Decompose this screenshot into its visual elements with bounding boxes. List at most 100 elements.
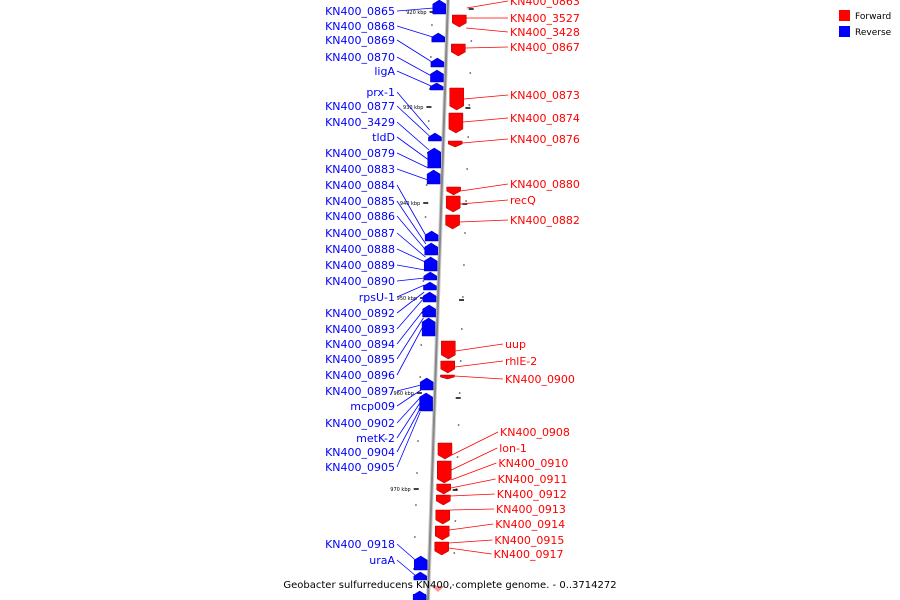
forward-gene-glyph[interactable] <box>449 87 464 111</box>
reverse-gene-label[interactable]: KN400_0877 <box>325 100 395 113</box>
reverse-leader-line <box>396 297 425 330</box>
forward-gene-label[interactable]: uup <box>505 338 526 351</box>
reverse-gene-label[interactable]: KN400_0918 <box>325 538 395 551</box>
reverse-gene-label[interactable]: KN400_0886 <box>325 210 395 223</box>
reverse-gene-label[interactable]: KN400_0887 <box>325 227 395 240</box>
forward-gene-label[interactable]: KN400_0863 <box>510 0 580 8</box>
forward-gene-label[interactable]: KN400_0912 <box>497 488 567 501</box>
reverse-gene-label[interactable]: KN400_0892 <box>325 307 395 320</box>
reverse-leader-line <box>396 152 429 169</box>
reverse-leader-line <box>396 411 421 468</box>
forward-gene-glyph[interactable] <box>446 186 461 196</box>
reverse-gene-label[interactable]: KN400_0884 <box>325 179 395 192</box>
reverse-gene-label[interactable]: prx-1 <box>366 86 395 99</box>
forward-gene-label[interactable]: KN400_0908 <box>500 426 570 439</box>
reverse-gene-label[interactable]: mcp009 <box>350 400 395 413</box>
forward-gene-label[interactable]: KN400_0913 <box>496 503 566 516</box>
forward-gene-label[interactable]: KN400_0911 <box>498 473 568 486</box>
forward-gene-glyph[interactable] <box>436 483 451 495</box>
reverse-gene-label[interactable]: KN400_0869 <box>325 34 395 47</box>
forward-gene-glyph[interactable] <box>440 360 456 374</box>
reverse-gene-glyph[interactable] <box>413 571 428 581</box>
reverse-gene-label[interactable]: tldD <box>372 131 395 144</box>
reverse-gene-glyph[interactable] <box>432 0 447 15</box>
forward-gene-label[interactable]: KN400_0915 <box>494 534 564 547</box>
reverse-gene-glyph[interactable] <box>428 132 442 142</box>
reverse-gene-label[interactable]: KN400_0902 <box>325 417 395 430</box>
forward-gene-label[interactable]: KN400_0880 <box>510 178 580 191</box>
reverse-gene-glyph[interactable] <box>424 230 439 242</box>
reverse-gene-glyph[interactable] <box>422 291 437 303</box>
forward-gene-glyph[interactable] <box>436 494 451 506</box>
forward-gene-label[interactable]: KN400_0876 <box>510 133 580 146</box>
reverse-gene-label[interactable]: KN400_0905 <box>325 461 395 474</box>
reverse-gene-label[interactable]: KN400_0889 <box>325 259 395 272</box>
forward-gene-label[interactable]: KN400_0873 <box>510 89 580 102</box>
reverse-gene-label[interactable]: rpsU-1 <box>359 291 395 304</box>
forward-gene-glyph[interactable] <box>437 460 452 484</box>
reverse-gene-glyph[interactable] <box>413 594 426 600</box>
reverse-gene-label[interactable]: KN400_0893 <box>325 323 395 336</box>
reverse-gene-glyph[interactable] <box>430 69 444 83</box>
forward-gene-label[interactable]: recQ <box>510 194 536 207</box>
forward-gene-glyph[interactable] <box>451 43 466 57</box>
forward-gene-label[interactable]: KN400_0882 <box>510 214 580 227</box>
forward-gene-glyph[interactable] <box>448 112 464 134</box>
forward-gene-label[interactable]: KN400_0867 <box>510 41 580 54</box>
reverse-gene-glyph[interactable] <box>431 32 445 43</box>
reverse-leader-line <box>396 39 433 63</box>
reverse-gene-label[interactable]: KN400_0897 <box>325 385 395 398</box>
forward-gene-glyph[interactable] <box>441 340 456 360</box>
forward-gene-glyph[interactable] <box>437 442 453 460</box>
forward-gene-glyph[interactable] <box>440 374 455 380</box>
forward-gene-glyph[interactable] <box>434 525 450 541</box>
reverse-gene-glyph[interactable] <box>429 82 444 91</box>
reverse-gene-glyph[interactable] <box>423 256 438 272</box>
forward-gene-label[interactable]: KN400_3428 <box>510 26 580 39</box>
forward-gene-label[interactable]: KN400_0874 <box>510 112 580 125</box>
forward-gene-label[interactable]: KN400_0914 <box>495 518 565 531</box>
reverse-gene-label[interactable]: KN400_0896 <box>325 369 395 382</box>
reverse-gene-glyph[interactable] <box>413 555 428 571</box>
forward-gene-glyph[interactable] <box>447 140 463 148</box>
reverse-gene-glyph[interactable] <box>423 281 437 291</box>
reverse-gene-glyph[interactable] <box>421 317 436 337</box>
kbp-label: 950 kbp <box>397 296 417 302</box>
reverse-gene-label[interactable]: KN400_3429 <box>325 116 395 129</box>
forward-gene-label[interactable]: lon-1 <box>499 442 527 455</box>
forward-gene-label[interactable]: KN400_0900 <box>505 373 575 386</box>
reverse-gene-glyph[interactable] <box>426 169 441 185</box>
reverse-gene-label[interactable]: KN400_0883 <box>325 163 395 176</box>
forward-gene-glyph[interactable] <box>435 509 451 525</box>
reverse-gene-label[interactable]: KN400_0890 <box>325 275 395 288</box>
reverse-gene-label[interactable]: KN400_0870 <box>325 51 395 64</box>
reverse-gene-label[interactable]: metK-2 <box>356 432 395 445</box>
reverse-gene-glyph[interactable] <box>419 377 434 391</box>
reverse-gene-label[interactable]: KN400_0895 <box>325 353 395 366</box>
reverse-gene-glyph[interactable] <box>424 242 438 256</box>
reverse-gene-label[interactable]: uraA <box>369 554 395 567</box>
reverse-gene-label[interactable]: KN400_0885 <box>325 195 395 208</box>
forward-gene-glyph[interactable] <box>434 541 449 556</box>
reverse-gene-glyph[interactable] <box>423 271 438 281</box>
reverse-gene-glyph[interactable] <box>430 57 445 68</box>
forward-gene-label[interactable]: rhlE-2 <box>505 355 537 368</box>
reverse-gene-label[interactable]: KN400_0868 <box>325 20 395 33</box>
reverse-gene-label[interactable]: KN400_0865 <box>325 5 395 18</box>
forward-gene-glyph[interactable] <box>445 195 461 213</box>
reverse-gene-glyph[interactable] <box>422 304 436 318</box>
forward-gene-glyph[interactable] <box>452 14 467 28</box>
forward-gene-glyph[interactable] <box>431 586 445 592</box>
forward-gene-glyph[interactable] <box>445 214 460 230</box>
reverse-gene-label[interactable]: KN400_0888 <box>325 243 395 256</box>
forward-gene-label[interactable]: KN400_0910 <box>498 457 568 470</box>
reverse-gene-label[interactable]: KN400_0879 <box>325 147 395 160</box>
reverse-gene-label[interactable]: KN400_0904 <box>325 446 395 459</box>
reverse-gene-label[interactable]: ligA <box>374 65 395 78</box>
forward-gene-label[interactable]: KN400_3527 <box>510 12 580 25</box>
forward-gene-label[interactable]: KN400_0917 <box>494 548 564 561</box>
reverse-leader-line <box>396 309 424 345</box>
reverse-gene-glyph[interactable] <box>419 392 433 412</box>
reverse-gene-glyph[interactable] <box>427 147 441 169</box>
reverse-gene-label[interactable]: KN400_0894 <box>325 338 395 351</box>
